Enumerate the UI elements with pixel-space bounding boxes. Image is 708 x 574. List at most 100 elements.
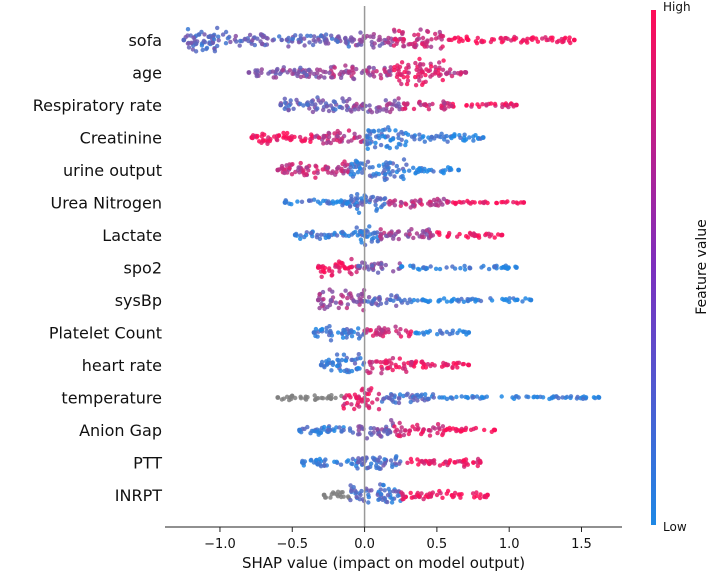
data-point	[393, 294, 398, 300]
data-point	[521, 200, 527, 205]
data-point	[330, 362, 336, 367]
data-point	[514, 200, 519, 205]
data-point	[326, 234, 331, 240]
data-point	[461, 329, 466, 334]
colorbar: High Low Feature value	[651, 0, 708, 534]
data-point	[356, 263, 361, 269]
data-point	[288, 98, 293, 103]
data-point	[428, 44, 434, 49]
data-point	[394, 303, 399, 308]
x-tick-label: 1.0	[499, 537, 520, 552]
data-point	[336, 305, 341, 311]
data-point	[424, 41, 429, 47]
data-point	[279, 37, 284, 43]
data-point	[438, 134, 443, 140]
data-point	[452, 70, 457, 76]
data-point	[470, 199, 475, 205]
beeswarm-row	[249, 125, 486, 151]
data-point	[350, 461, 355, 467]
data-point	[384, 300, 389, 306]
data-point	[478, 298, 484, 304]
data-point	[349, 109, 354, 114]
data-point	[326, 139, 331, 145]
data-point	[339, 428, 344, 434]
data-point	[266, 71, 271, 76]
data-point	[411, 297, 417, 303]
data-point	[315, 297, 321, 303]
data-point	[398, 327, 403, 332]
data-point	[433, 266, 439, 271]
data-point	[424, 266, 430, 271]
data-point	[291, 106, 296, 112]
data-point	[369, 488, 374, 493]
data-point	[348, 291, 353, 296]
data-point	[403, 428, 408, 433]
data-point	[315, 106, 320, 111]
data-point	[382, 177, 388, 183]
data-point	[371, 65, 376, 71]
data-point	[424, 232, 429, 237]
data-point	[393, 400, 398, 405]
data-point	[327, 266, 332, 271]
data-point	[484, 102, 489, 107]
data-point	[352, 406, 357, 412]
data-point	[345, 494, 351, 499]
data-point	[355, 331, 360, 336]
data-point	[202, 32, 207, 37]
data-point	[342, 395, 347, 400]
data-point	[389, 392, 394, 398]
data-point	[400, 30, 405, 35]
data-point	[401, 157, 407, 162]
data-point	[500, 104, 505, 110]
data-point	[389, 418, 394, 423]
data-point	[507, 299, 512, 305]
data-point	[386, 395, 391, 401]
data-point	[503, 297, 508, 302]
data-point	[372, 457, 377, 462]
beeswarm-row	[181, 25, 577, 54]
data-point	[405, 132, 411, 137]
data-point	[409, 495, 414, 500]
data-point	[378, 142, 384, 148]
data-point	[346, 69, 351, 74]
data-point	[429, 64, 434, 69]
data-point	[357, 302, 362, 307]
data-point	[385, 143, 390, 149]
data-point	[380, 366, 385, 372]
data-point	[477, 104, 482, 110]
data-point	[380, 328, 385, 333]
data-point	[407, 428, 413, 433]
data-point	[567, 35, 572, 40]
data-point	[424, 329, 429, 335]
data-point	[528, 297, 534, 303]
data-point	[489, 298, 495, 303]
data-point	[380, 133, 385, 139]
data-point	[378, 360, 383, 365]
data-point	[391, 43, 397, 48]
data-point	[399, 81, 404, 87]
data-point	[308, 230, 314, 236]
data-point	[413, 60, 418, 66]
data-point	[408, 205, 413, 210]
data-point	[465, 235, 471, 240]
data-point	[314, 235, 320, 240]
data-point	[370, 263, 375, 268]
data-point	[299, 199, 305, 204]
data-point	[444, 427, 449, 432]
data-point	[416, 32, 421, 37]
data-point	[326, 134, 332, 140]
data-point	[308, 458, 313, 463]
data-point	[404, 66, 409, 71]
data-point	[538, 394, 543, 399]
data-point	[290, 36, 295, 42]
data-point	[399, 264, 404, 270]
data-point	[302, 426, 307, 432]
data-point	[280, 67, 286, 73]
data-point	[349, 357, 354, 363]
data-point	[354, 225, 359, 230]
data-point	[358, 356, 363, 361]
data-point	[359, 240, 364, 245]
feature-label: Creatinine	[80, 129, 162, 148]
data-point	[416, 493, 421, 499]
data-point	[403, 328, 409, 333]
